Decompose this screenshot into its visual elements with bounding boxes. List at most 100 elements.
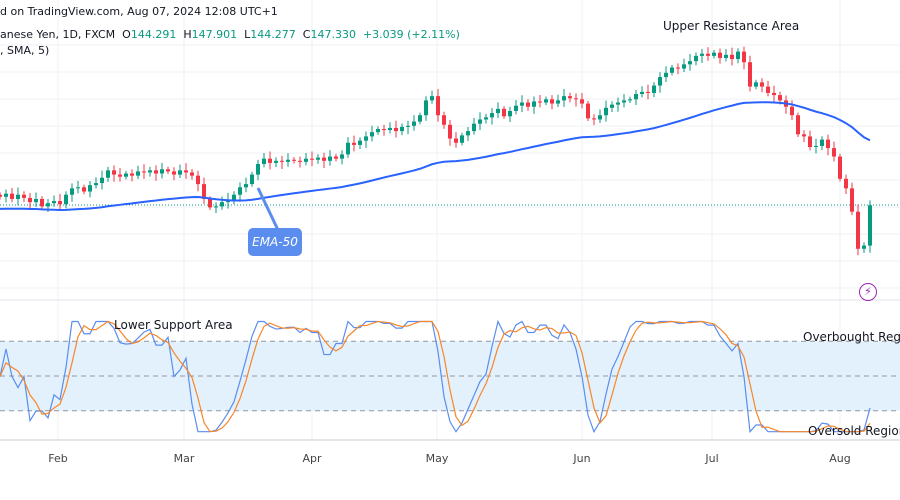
candle <box>424 100 428 116</box>
candle <box>118 174 122 177</box>
candle <box>154 170 158 174</box>
lower-support-label: Lower Support Area <box>114 318 233 332</box>
candle <box>400 126 404 132</box>
candle <box>82 187 86 192</box>
candle <box>178 170 182 175</box>
candle <box>34 198 38 203</box>
candle <box>574 98 578 100</box>
candle <box>448 124 452 139</box>
candle <box>772 92 776 96</box>
candle <box>250 174 254 185</box>
h-label: H <box>183 28 192 41</box>
candle <box>748 62 752 87</box>
candle <box>646 91 650 93</box>
candle <box>730 54 734 60</box>
candle <box>0 194 2 197</box>
candle <box>94 183 98 186</box>
candle <box>52 201 56 204</box>
candle <box>244 184 248 188</box>
candle <box>538 101 542 103</box>
ema-50-line <box>0 101 871 212</box>
candle <box>862 245 866 249</box>
ema-callout-pointer <box>256 187 280 231</box>
x-tick-label: Apr <box>302 452 322 465</box>
candle <box>28 197 32 203</box>
c-label: C <box>302 28 311 41</box>
candle <box>358 140 362 145</box>
candle <box>496 108 500 114</box>
candle <box>850 188 854 212</box>
source-line: d on TradingView.com, Aug 07, 2024 12:08… <box>0 5 278 18</box>
candle <box>640 91 644 95</box>
candle <box>346 142 350 155</box>
candle <box>214 206 218 208</box>
candle <box>652 85 656 93</box>
candle <box>460 135 464 143</box>
candle <box>256 163 260 175</box>
candle <box>418 115 422 122</box>
candle <box>634 94 638 100</box>
candle <box>10 193 14 199</box>
candle <box>328 156 332 161</box>
candle <box>454 138 458 143</box>
close-value: 147.330 <box>310 28 356 41</box>
l-label: L <box>244 28 251 41</box>
candle <box>130 173 134 176</box>
candle <box>838 156 842 179</box>
candle <box>202 184 206 199</box>
candle <box>292 159 296 161</box>
overbought-label: Overbought Region <box>803 330 900 344</box>
stoch-d-line <box>0 320 871 433</box>
candle <box>778 95 782 101</box>
candle <box>478 119 482 124</box>
candle <box>724 54 728 58</box>
candle <box>670 67 674 73</box>
x-tick-label: May <box>426 452 449 465</box>
x-tick-label: Jul <box>704 452 718 465</box>
candle <box>286 159 290 162</box>
candle <box>238 187 242 195</box>
candle <box>100 177 104 184</box>
candle <box>208 198 212 208</box>
candle <box>712 52 716 56</box>
candle <box>430 96 434 101</box>
candle <box>700 53 704 56</box>
candle <box>190 172 194 176</box>
candle <box>742 51 746 63</box>
candle <box>760 82 764 87</box>
candle <box>16 194 20 199</box>
x-tick-label: Feb <box>48 452 67 465</box>
candle <box>4 193 8 197</box>
candle <box>262 158 266 164</box>
lightning-icon[interactable]: ⚡ <box>859 283 877 301</box>
candle <box>658 77 662 86</box>
candle <box>628 99 632 101</box>
candle <box>520 102 524 106</box>
candle <box>280 160 284 162</box>
candle <box>172 171 176 175</box>
candle <box>586 103 590 119</box>
candle <box>556 100 560 104</box>
candle <box>88 185 92 192</box>
candle <box>490 113 494 118</box>
candle <box>112 170 116 175</box>
candle <box>370 132 374 137</box>
candle <box>394 127 398 132</box>
candle <box>106 170 110 178</box>
candle <box>754 82 758 87</box>
candle <box>322 157 326 161</box>
oversold-label: Oversold Region <box>808 424 900 438</box>
candle <box>340 154 344 159</box>
candle <box>826 139 830 149</box>
candle <box>376 128 380 133</box>
candle <box>796 115 800 135</box>
candle <box>382 128 386 131</box>
candle <box>40 198 44 207</box>
candle <box>148 170 152 173</box>
o-label: O <box>122 28 131 41</box>
candle <box>70 188 74 195</box>
candle <box>580 99 584 104</box>
candle <box>466 131 470 136</box>
candle <box>544 99 548 103</box>
